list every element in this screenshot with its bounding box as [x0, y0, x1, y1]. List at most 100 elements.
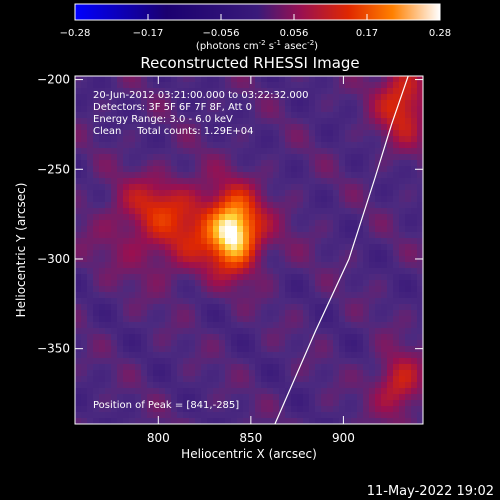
heatmap-cell — [243, 316, 250, 323]
heatmap-cell — [177, 112, 184, 119]
heatmap-cell — [405, 82, 412, 89]
heatmap-cell — [285, 268, 292, 275]
heatmap-cell — [267, 202, 274, 209]
heatmap-cell — [351, 268, 358, 275]
heatmap-cell — [255, 340, 262, 347]
heatmap-cell — [357, 382, 364, 389]
heatmap-cell — [183, 226, 190, 233]
heatmap-cell — [297, 268, 304, 275]
heatmap-cell — [357, 118, 364, 125]
heatmap-cell — [117, 316, 124, 323]
heatmap-cell — [339, 112, 346, 119]
heatmap-cell — [273, 232, 280, 239]
heatmap-cell — [135, 310, 142, 317]
heatmap-cell — [87, 286, 94, 293]
heatmap-cell — [405, 418, 412, 424]
heatmap-cell — [189, 292, 196, 299]
heatmap-cell — [225, 250, 232, 257]
heatmap-cell — [243, 274, 250, 281]
heatmap-cell — [411, 292, 418, 299]
heatmap-cell — [261, 388, 268, 395]
heatmap-cell — [393, 298, 400, 305]
heatmap-cell — [309, 166, 316, 173]
heatmap-cell — [189, 76, 196, 83]
heatmap-cell — [201, 316, 208, 323]
heatmap-cell — [267, 148, 274, 155]
heatmap-cell — [363, 316, 370, 323]
heatmap-cell — [327, 190, 334, 197]
heatmap-cell — [261, 190, 268, 197]
heatmap-cell — [345, 322, 352, 329]
heatmap-cell — [141, 382, 148, 389]
heatmap-cell — [303, 406, 310, 413]
heatmap-cell — [135, 328, 142, 335]
heatmap-cell — [363, 382, 370, 389]
heatmap-cell — [219, 76, 226, 83]
heatmap-cell — [141, 106, 148, 113]
heatmap-cell — [207, 130, 214, 137]
heatmap-cell — [225, 148, 232, 155]
heatmap-cell — [99, 82, 106, 89]
heatmap-cell — [93, 124, 100, 131]
heatmap-cell — [135, 118, 142, 125]
heatmap-cell — [321, 364, 328, 371]
heatmap-cell — [225, 418, 232, 424]
heatmap-cell — [123, 346, 130, 353]
heatmap-cell — [357, 226, 364, 233]
heatmap-cell — [219, 406, 226, 413]
heatmap-cell — [111, 184, 118, 191]
heatmap-cell — [237, 346, 244, 353]
heatmap-cell — [393, 268, 400, 275]
heatmap-cell — [321, 334, 328, 341]
heatmap-cell — [351, 178, 358, 185]
heatmap-cell — [219, 292, 226, 299]
heatmap-cell — [93, 88, 100, 95]
heatmap-cell — [351, 298, 358, 305]
heatmap-cell — [405, 94, 412, 101]
heatmap-cell — [189, 148, 196, 155]
heatmap-cell — [255, 94, 262, 101]
heatmap-cell — [237, 358, 244, 365]
heatmap-cell — [153, 394, 160, 401]
heatmap-cell — [411, 334, 418, 341]
heatmap-cell — [219, 178, 226, 185]
heatmap-cell — [321, 304, 328, 311]
heatmap-cell — [141, 172, 148, 179]
heatmap-cell — [405, 316, 412, 323]
heatmap-cell — [363, 178, 370, 185]
heatmap-cell — [411, 82, 418, 89]
heatmap-cell — [279, 202, 286, 209]
heatmap-cell — [363, 280, 370, 287]
heatmap-cell — [249, 262, 256, 269]
heatmap-cell — [81, 256, 88, 263]
heatmap-cell — [345, 136, 352, 143]
heatmap-cell — [99, 196, 106, 203]
heatmap-cell — [405, 286, 412, 293]
heatmap-cell — [381, 322, 388, 329]
heatmap-cell — [99, 280, 106, 287]
heatmap-cell — [411, 208, 418, 215]
heatmap-cell — [129, 292, 136, 299]
heatmap-cell — [111, 298, 118, 305]
heatmap-cell — [357, 322, 364, 329]
heatmap-cell — [387, 172, 394, 179]
heatmap-cell — [381, 160, 388, 167]
heatmap-cell — [285, 220, 292, 227]
heatmap-cell — [189, 406, 196, 413]
heatmap-cell — [165, 154, 172, 161]
heatmap-cell — [303, 412, 310, 419]
heatmap-cell — [159, 322, 166, 329]
heatmap-cell — [189, 346, 196, 353]
heatmap-cell — [357, 364, 364, 371]
heatmap-cell — [189, 226, 196, 233]
heatmap-cell — [147, 76, 154, 83]
heatmap-cell — [141, 196, 148, 203]
heatmap-cell — [153, 202, 160, 209]
heatmap-cell — [351, 124, 358, 131]
heatmap-cell — [303, 196, 310, 203]
heatmap-cell — [159, 100, 166, 107]
heatmap-cell — [393, 208, 400, 215]
heatmap-cell — [123, 274, 130, 281]
heatmap-cell — [261, 160, 268, 167]
heatmap-cell — [297, 382, 304, 389]
